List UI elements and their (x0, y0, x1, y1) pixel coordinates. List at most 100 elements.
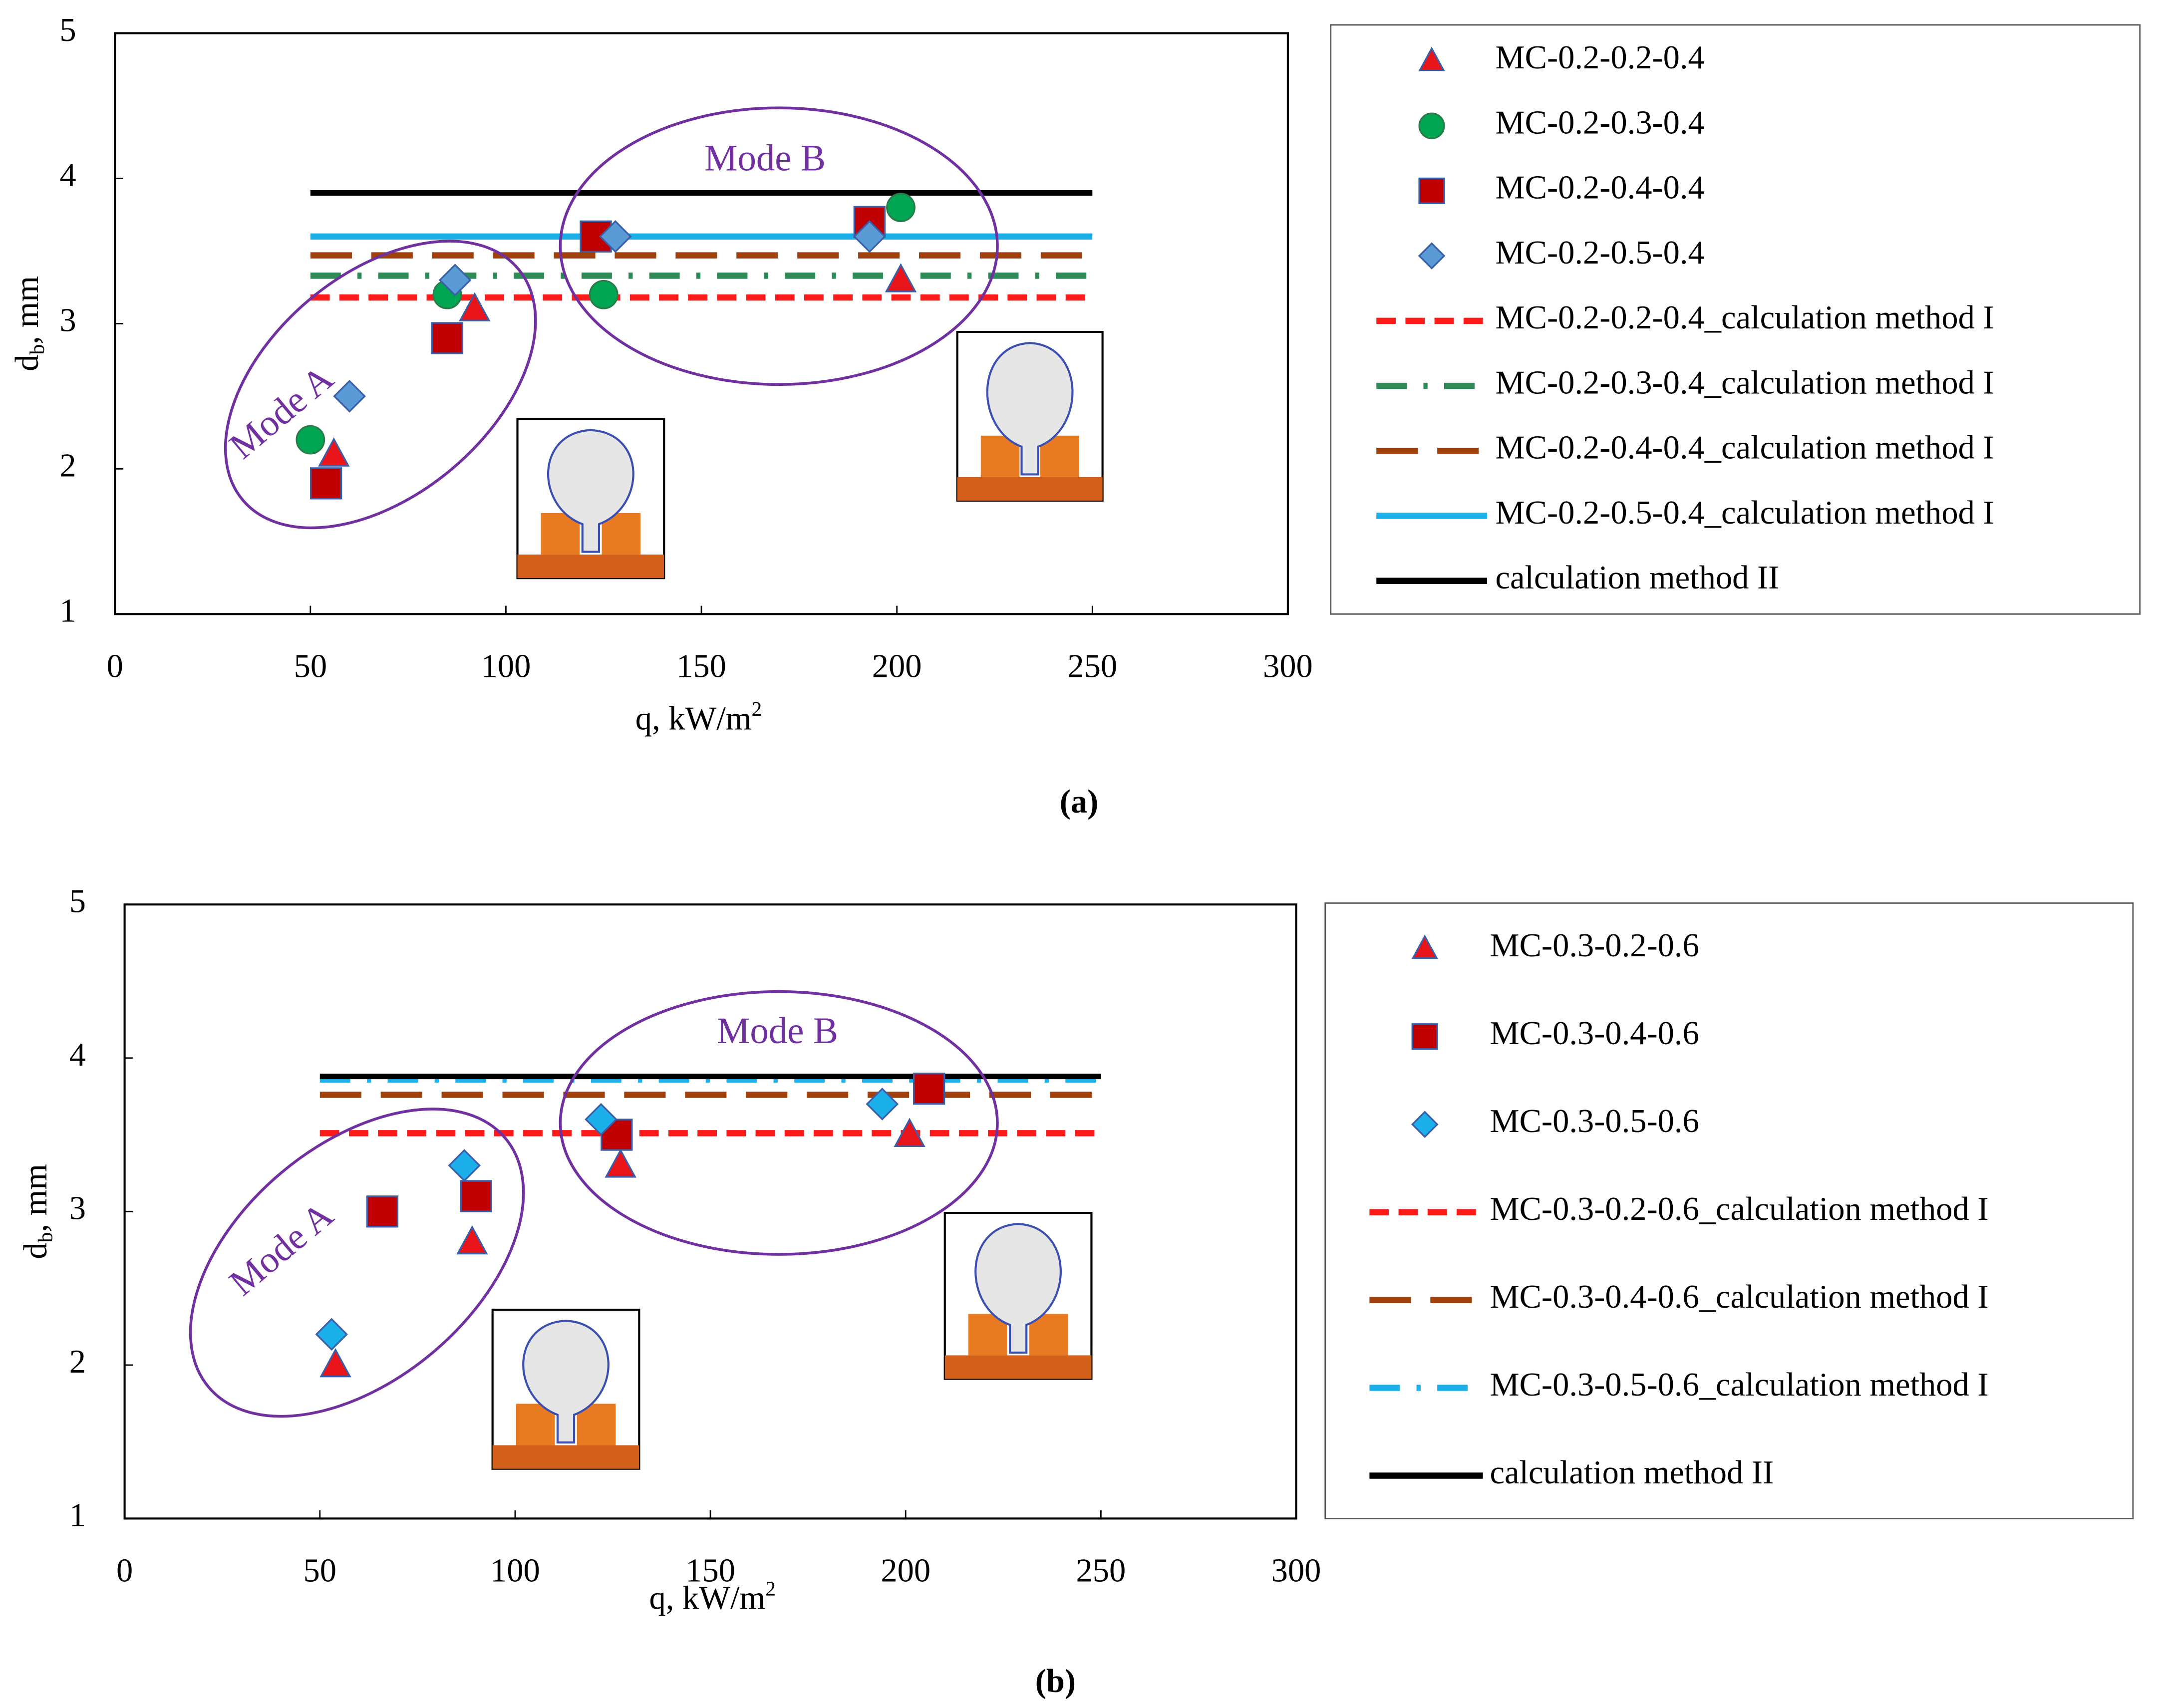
marker-triangle (459, 292, 491, 321)
inset-base (944, 1355, 1092, 1379)
y-axis-label-rest: , mm (17, 1164, 54, 1232)
x-tick-label: 100 (481, 648, 531, 684)
inset-bubble (974, 1223, 1062, 1354)
mode-label: Mode A (222, 1194, 341, 1304)
x-tick-label: 300 (1263, 648, 1313, 684)
marker-square (366, 1195, 399, 1228)
legend-label: MC-0.3-0.4-0.6 (1490, 1015, 1699, 1052)
marker-diamond (1411, 1111, 1439, 1138)
marker-triangle (885, 263, 917, 292)
y-axis-label-rest: , mm (9, 276, 45, 344)
bubble-inset (956, 330, 1104, 502)
marker-triangle (456, 1225, 488, 1255)
y-axis-label-sub: b (25, 344, 48, 355)
marker-diamond (333, 380, 366, 413)
marker-triangle (319, 1348, 351, 1378)
legend-label: calculation method II (1490, 1454, 1774, 1491)
legend-label: MC-0.3-0.5-0.6_calculation method I (1490, 1367, 1988, 1403)
mode-ellipse (559, 990, 999, 1256)
marker-diamond (866, 1088, 899, 1121)
y-tick-label: 1 (69, 1497, 86, 1534)
mode-ellipse (224, 240, 537, 530)
bubble-inset (943, 1211, 1093, 1380)
inset-bubble (547, 429, 634, 553)
y-tick-label: 4 (59, 157, 76, 194)
marker-diamond (1418, 242, 1446, 270)
y-axis-label: db, mm (9, 276, 48, 371)
legend-label: MC-0.3-0.4-0.6_calculation method I (1490, 1279, 1988, 1315)
y-tick-label: 2 (59, 448, 76, 484)
inset-base (492, 1445, 639, 1469)
x-axis-label-sup: 2 (751, 697, 762, 720)
mode-label: Mode B (717, 1010, 838, 1052)
x-tick-label: 100 (490, 1552, 540, 1589)
mode-label: Mode A (222, 357, 341, 467)
marker-circle (886, 193, 916, 222)
marker-triangle (894, 1118, 925, 1147)
y-axis-label-main: d (17, 1242, 54, 1259)
marker-diamond (315, 1318, 348, 1351)
mode-label: Mode B (704, 137, 826, 179)
x-axis-label-main: q, kW/m (649, 1580, 765, 1617)
bubble-inset (516, 418, 665, 579)
marker-circle (296, 425, 325, 455)
marker-diamond (853, 220, 886, 253)
marker-triangle (605, 1148, 636, 1178)
x-tick-label: 0 (116, 1552, 133, 1589)
caption: (a) (1060, 784, 1099, 820)
mode-ellipse (189, 1108, 525, 1418)
x-tick-label: 300 (1271, 1552, 1321, 1589)
marker-triangle (1418, 46, 1445, 71)
legend-label: MC-0.2-0.4-0.4_calculation method I (1496, 430, 1994, 466)
marker-diamond (585, 1103, 617, 1136)
x-tick-label: 150 (685, 1552, 735, 1589)
marker-square (460, 1180, 492, 1212)
y-axis-label-main: d (9, 354, 45, 371)
x-tick-label: 250 (1076, 1552, 1126, 1589)
legend-label: MC-0.2-0.3-0.4_calculation method I (1496, 364, 1994, 401)
legend-label: MC-0.3-0.2-0.6_calculation method I (1490, 1191, 1988, 1227)
legend-label: MC-0.3-0.2-0.6 (1490, 927, 1699, 964)
marker-circle (1418, 112, 1445, 139)
legend-label: MC-0.2-0.4-0.4 (1496, 170, 1705, 206)
x-axis-label-main: q, kW/m (635, 701, 752, 737)
x-tick-label: 50 (304, 1552, 337, 1589)
y-axis-label-sub: b (33, 1232, 56, 1243)
x-axis-label: q, kW/m2 (635, 697, 762, 737)
x-axis-label-sup: 2 (765, 1577, 776, 1600)
caption: (b) (1035, 1663, 1076, 1700)
legend-label: MC-0.2-0.3-0.4 (1496, 104, 1705, 141)
marker-diamond (438, 264, 472, 296)
marker-square (913, 1073, 945, 1105)
marker-square (431, 322, 464, 354)
y-tick-label: 3 (69, 1190, 86, 1227)
inset-bubble (522, 1320, 610, 1444)
marker-square (310, 467, 342, 500)
legend-label: MC-0.2-0.5-0.4_calculation method I (1496, 495, 1994, 531)
x-tick-label: 0 (107, 648, 123, 684)
legend-label: MC-0.2-0.2-0.4 (1496, 39, 1705, 76)
x-axis-label: q, kW/m2 (649, 1577, 776, 1617)
inset-bubble (986, 342, 1074, 476)
y-tick-label: 5 (69, 883, 86, 919)
x-tick-label: 150 (676, 648, 726, 684)
mode-ellipse (559, 106, 999, 386)
inset-base (957, 477, 1103, 501)
marker-diamond (599, 220, 632, 253)
y-tick-label: 3 (59, 302, 76, 339)
y-tick-label: 1 (59, 593, 76, 629)
legend-label: calculation method II (1496, 560, 1780, 596)
marker-triangle (318, 437, 350, 467)
marker-square (1411, 1023, 1438, 1050)
legend-label: MC-0.2-0.5-0.4 (1496, 235, 1705, 271)
marker-triangle (1411, 934, 1438, 959)
legend-label: MC-0.3-0.5-0.6 (1490, 1103, 1699, 1139)
marker-circle (589, 280, 618, 309)
marker-square (1418, 177, 1445, 204)
y-tick-label: 2 (69, 1344, 86, 1380)
bubble-inset (491, 1308, 640, 1470)
marker-diamond (448, 1149, 481, 1182)
legend-label: MC-0.2-0.2-0.4_calculation method I (1496, 299, 1994, 336)
x-tick-label: 200 (881, 1552, 930, 1589)
